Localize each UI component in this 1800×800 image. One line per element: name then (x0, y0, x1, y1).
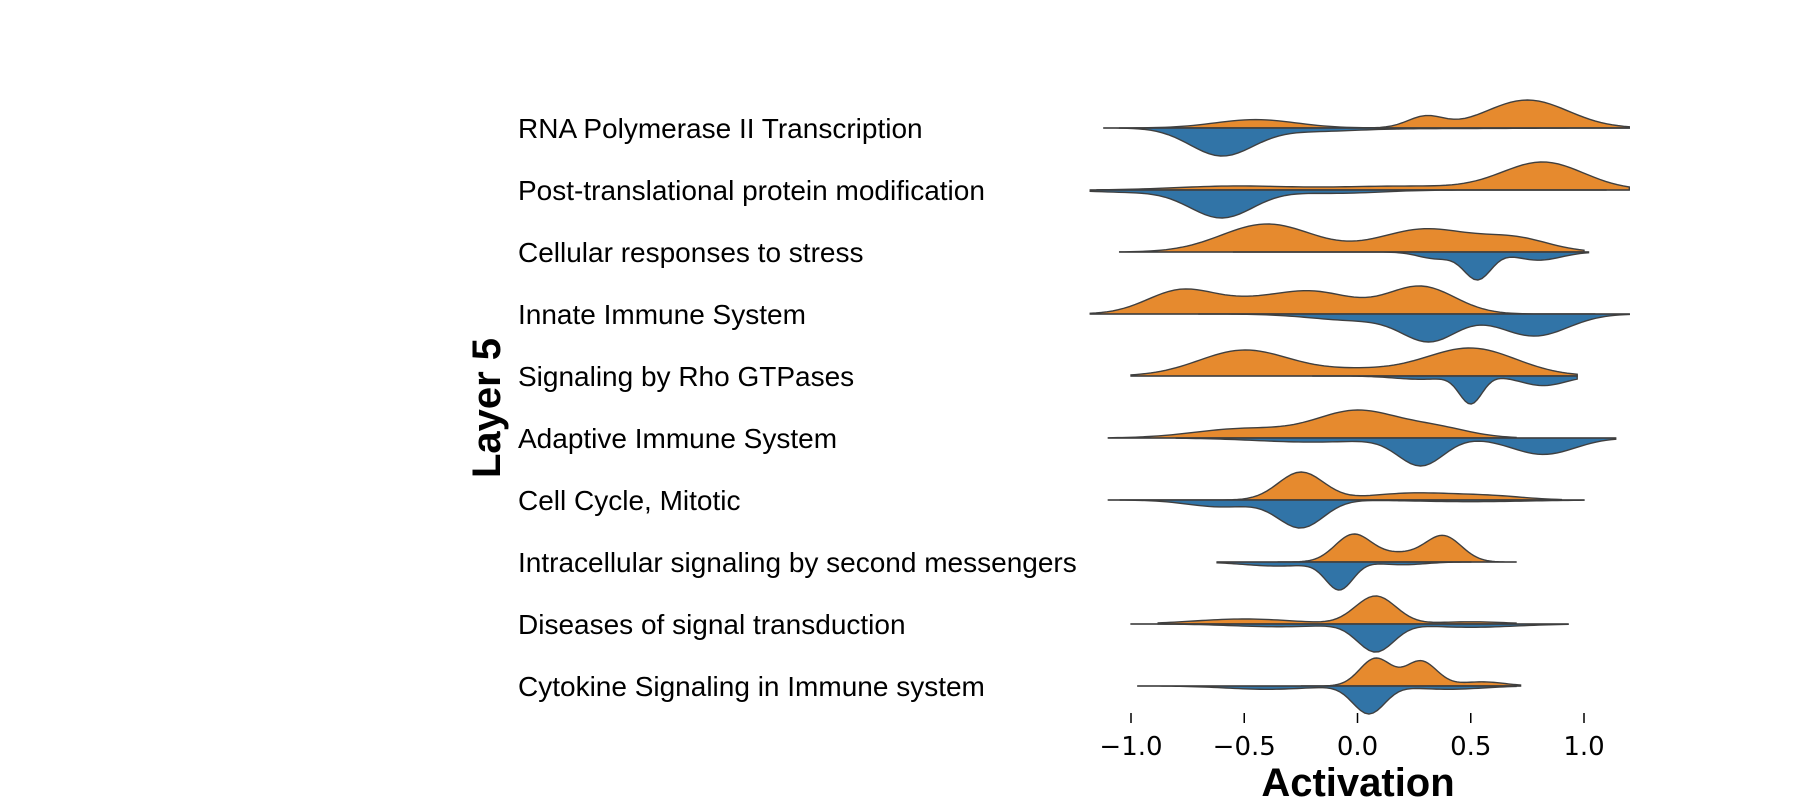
category-label-cytokine-signaling-in-immune-system: Cytokine Signaling in Immune system (518, 671, 985, 702)
violin-upper-signaling-by-rho-gtpases (1130, 347, 1578, 377)
violin-upper-post-translational-protein-modification (1096, 161, 1630, 191)
category-label-diseases-of-signal-transduction: Diseases of signal transduction (518, 609, 906, 640)
violin-upper-diseases-of-signal-transduction (1157, 595, 1517, 625)
violin-lower-post-translational-protein-modification (1089, 189, 1607, 219)
x-axis-title: Activation (1261, 761, 1454, 800)
x-tick-label-4: 1.0 (1563, 732, 1604, 762)
category-label-adaptive-immune-system: Adaptive Immune System (518, 423, 837, 454)
violin-upper-cell-cycle-mitotic (1119, 471, 1563, 501)
violin-upper-cellular-responses-to-stress (1118, 223, 1585, 253)
violin-upper-intracellular-signaling-by-second-messengers (1277, 533, 1517, 563)
violin-lower-cell-cycle-mitotic (1107, 499, 1585, 529)
violin-upper-rna-polymerase-ii-transcription (1118, 99, 1630, 129)
violin-lower-signaling-by-rho-gtpases (1312, 375, 1578, 405)
violin-lower-rna-polymerase-ii-transcription (1103, 127, 1630, 157)
category-labels: RNA Polymerase II Transcription Post-tran… (518, 113, 1077, 702)
category-label-rna-polymerase-ii-transcription: RNA Polymerase II Transcription (518, 113, 923, 144)
category-label-cell-cycle-mitotic: Cell Cycle, Mitotic (518, 485, 740, 516)
x-tick-label-1: −0.5 (1213, 732, 1276, 762)
category-label-cellular-responses-to-stress: Cellular responses to stress (518, 237, 863, 268)
category-label-signaling-by-rho-gtpases: Signaling by Rho GTPases (518, 361, 854, 392)
violin-upper-cytokine-signaling-in-immune-system (1300, 657, 1522, 687)
violin-lower-cytokine-signaling-in-immune-system (1137, 685, 1517, 715)
category-label-intracellular-signaling-by-second-messengers: Intracellular signaling by second messen… (518, 547, 1077, 578)
violin-lower-cellular-responses-to-stress (1232, 251, 1590, 281)
category-label-innate-immune-system: Innate Immune System (518, 299, 806, 330)
x-tick-label-0: −1.0 (1099, 732, 1162, 762)
category-label-post-translational-protein-modification: Post-translational protein modification (518, 175, 985, 206)
y-axis-title: Layer 5 (465, 338, 509, 478)
violin-lower-diseases-of-signal-transduction (1130, 623, 1569, 653)
violin-lower-innate-immune-system (1198, 313, 1630, 343)
violin-lower-adaptive-immune-system (1175, 437, 1617, 467)
violin-upper-innate-immune-system (1089, 285, 1596, 315)
x-tick-label-3: 0.5 (1450, 732, 1491, 762)
violin-upper-adaptive-immune-system (1107, 409, 1517, 439)
violin-lower-intracellular-signaling-by-second-messengers (1216, 561, 1472, 591)
x-axis: −1.0 −0.5 0.0 0.5 1.0 (1099, 713, 1605, 762)
x-tick-label-2: 0.0 (1337, 732, 1378, 762)
violins (1089, 99, 1630, 715)
